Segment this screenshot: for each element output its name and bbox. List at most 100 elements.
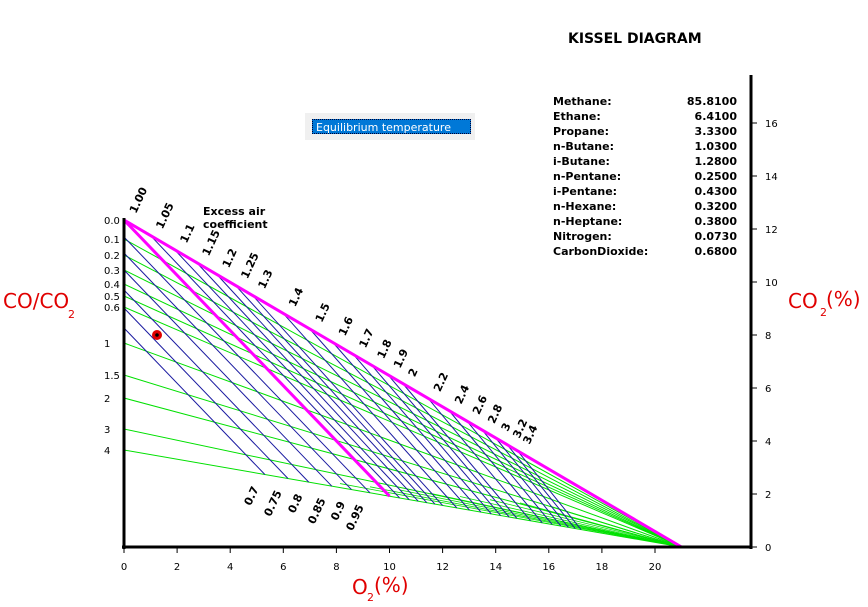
excess-air-line: [495, 437, 569, 528]
ratio-line: [339, 483, 682, 548]
excess-air-line: [123, 289, 310, 483]
stoichiometric-line: [122, 218, 391, 498]
ratio-line: [519, 502, 682, 548]
x-tick-label: 2: [174, 562, 180, 573]
measured-point-center: [155, 333, 159, 337]
excess-air-label: 1.05: [153, 201, 176, 231]
component-value: 85.8100: [687, 95, 737, 108]
left-tick-label: 2: [104, 394, 110, 405]
ratio-line: [123, 238, 682, 548]
component-value: 0.6800: [695, 245, 738, 258]
dropdown-selected-item[interactable]: Equilibrium temperature: [312, 119, 471, 134]
component-value: 0.4300: [695, 185, 738, 198]
x-tick-label: 10: [383, 562, 396, 573]
excess-air-line: [235, 285, 436, 505]
excess-air-line: [123, 236, 371, 494]
component-value: 1.2800: [695, 155, 738, 168]
excess-air-label: 0.9: [328, 499, 348, 522]
right-axis-title-unit: (%): [826, 287, 861, 311]
left-tick-label: 1: [104, 339, 110, 350]
left-axis-title-sub: 2: [68, 308, 75, 321]
left-tick-label: 0.4: [104, 280, 120, 291]
excess-air-line: [123, 307, 289, 479]
excess-air-line: [353, 354, 492, 515]
ratio-line: [123, 269, 682, 548]
component-name: i-Pentane:: [553, 185, 617, 198]
ratio-line: [123, 449, 682, 548]
excess-air-label: 0.75: [261, 488, 284, 518]
right-tick-label: 12: [765, 225, 778, 236]
excess-air-label: 0.8: [285, 492, 305, 515]
right-tick-label: 4: [765, 437, 771, 448]
left-tick-label: 0.1: [104, 235, 120, 246]
ratio-line: [489, 499, 682, 548]
left-tick-label: 0.6: [104, 303, 120, 314]
excess-air-line: [174, 249, 410, 500]
excess-air-label: 1.2: [220, 247, 240, 270]
diagram-title: KISSEL DIAGRAM: [568, 31, 702, 47]
excess-air-label: 2: [406, 366, 421, 378]
component-value: 0.0730: [695, 230, 738, 243]
x-tick-label: 18: [596, 562, 609, 573]
right-tick-label: 14: [765, 172, 778, 183]
right-tick-label: 8: [765, 331, 771, 342]
component-value: 3.3300: [695, 125, 738, 138]
excess-air-line: [482, 429, 562, 527]
excess-air-label: 2.4: [452, 383, 472, 406]
excess-air-label: 1.3: [256, 268, 276, 291]
x-axis-title-sub: 2: [367, 591, 374, 604]
left-tick-label: 0.3: [104, 266, 120, 277]
excess-air-label: 1.7: [357, 327, 377, 350]
excess-air-label: 1.4: [286, 285, 306, 308]
excess-air-line: [309, 328, 470, 511]
component-name: Nitrogen:: [553, 230, 612, 243]
excess-air-line: [123, 269, 333, 487]
excess-air-line: [517, 450, 582, 530]
ratio-line: [549, 505, 682, 548]
excess-air-label: 2.6: [470, 393, 490, 416]
excess-air-line: [252, 295, 443, 506]
right-axis-title: CO: [788, 289, 818, 313]
component-name: n-Hexane:: [553, 200, 616, 213]
component-value: 0.3800: [695, 215, 738, 228]
x-tick-label: 20: [649, 562, 662, 573]
right-tick-label: 16: [765, 119, 778, 130]
component-name: n-Pentane:: [553, 170, 621, 183]
excess-air-label: 1.8: [375, 337, 395, 360]
left-tick-label: 0.2: [104, 251, 120, 262]
excess-air-title: coefficient: [203, 218, 268, 231]
component-name: CarbonDioxide:: [553, 245, 648, 258]
excess-air-title: Excess air: [203, 205, 266, 218]
excess-air-line: [150, 235, 400, 499]
excess-air-label: 2.2: [431, 370, 451, 393]
ratio-line: [123, 295, 682, 548]
excess-air-label: 0.7: [242, 484, 262, 507]
x-tick-label: 16: [542, 562, 555, 573]
excess-air-line: [123, 327, 266, 475]
right-tick-label: 6: [765, 384, 771, 395]
left-tick-label: 3: [104, 425, 110, 436]
excess-air-line: [427, 398, 531, 522]
excess-air-line: [332, 342, 482, 513]
component-name: i-Butane:: [553, 155, 610, 168]
ratio-line: [123, 306, 682, 548]
excess-air-line: [448, 410, 543, 524]
excess-air-label: 0.85: [305, 496, 328, 526]
excess-air-line: [196, 262, 419, 502]
excess-air-label: 1.25: [238, 251, 261, 281]
excess-air-label: 1.15: [200, 228, 223, 258]
excess-air-line: [282, 313, 458, 509]
x-tick-label: 6: [280, 562, 286, 573]
component-name: n-Butane:: [553, 140, 614, 153]
excess-air-line: [371, 365, 501, 516]
component-name: Methane:: [553, 95, 612, 108]
excess-air-line: [466, 420, 553, 525]
excess-air-line: [402, 383, 518, 519]
component-value: 1.0300: [695, 140, 738, 153]
x-tick-label: 4: [227, 562, 233, 573]
ratio-line: [123, 342, 682, 548]
excess-air-line: [387, 374, 510, 518]
component-name: n-Heptane:: [553, 215, 622, 228]
right-axis-title-sub: 2: [820, 306, 827, 319]
